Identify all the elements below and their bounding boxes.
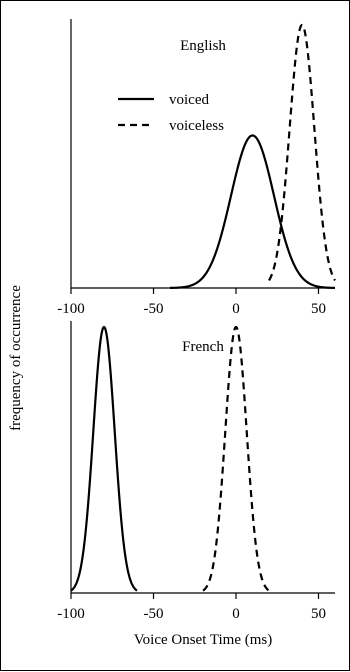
panel-1-x-tick-label-4: 50 xyxy=(311,301,326,317)
panel-2-title: French xyxy=(182,339,224,355)
shared-y-axis-label: frequency of occurrence xyxy=(8,285,24,431)
panel-1-title: English xyxy=(180,38,226,54)
panel-2-x-axis-label: Voice Onset Time (ms) xyxy=(134,632,272,648)
panel-2-x-tick-label-1: -100 xyxy=(57,606,85,622)
panel-2-series-voiced xyxy=(70,325,138,592)
panel-2-x-tick-label-2: -50 xyxy=(144,606,164,622)
panel-1-series-voiced xyxy=(169,134,336,290)
panel-1-x-tick-label-3: 0 xyxy=(232,301,240,317)
panel-2-x-tick-label-4: 50 xyxy=(311,606,326,622)
legend-label-voiced: voiced xyxy=(169,92,209,108)
legend-label-voiceless: voiceless xyxy=(169,118,224,134)
panel-2-x-tick-label-3: 0 xyxy=(232,606,240,622)
panel-1-x-tick-label-2: -50 xyxy=(144,301,164,317)
panel-1-x-tick-label-1: -100 xyxy=(57,301,85,317)
panel-2-series-voiceless xyxy=(202,325,270,592)
panel-1-series-voiceless xyxy=(268,23,336,282)
panel-1-axis xyxy=(70,19,335,289)
